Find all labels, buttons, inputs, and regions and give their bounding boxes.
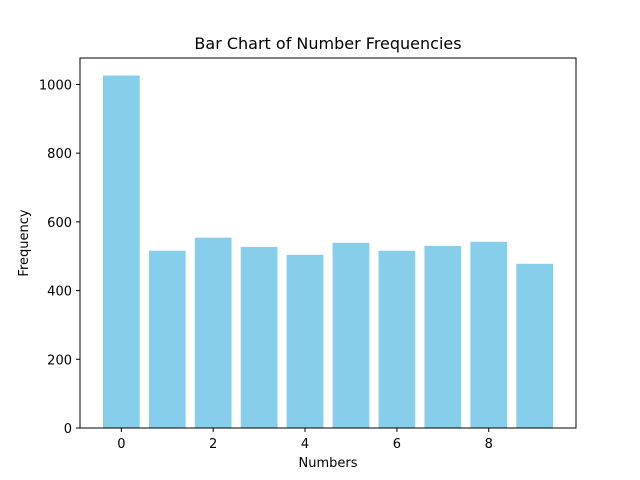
y-tick-label-800: 800: [47, 147, 72, 162]
bar-5: [332, 242, 370, 428]
x-tick-label-4: 4: [301, 437, 309, 452]
plot-area-frame: [79, 57, 577, 429]
y-tick-label-0: 0: [64, 422, 72, 437]
bar-1: [148, 250, 186, 428]
y-tick-label-600: 600: [47, 216, 72, 231]
bar-2: [194, 237, 232, 428]
bar-6: [378, 250, 416, 428]
y-axis-label: Frequency: [17, 209, 32, 276]
x-tick-label-8: 8: [485, 437, 493, 452]
y-axis-ticks: 0 200 400 600 800 1000: [39, 78, 80, 437]
x-axis-label: Numbers: [299, 456, 358, 471]
bar-7: [424, 245, 462, 428]
x-tick-label-2: 2: [209, 437, 217, 452]
x-tick-label-6: 6: [393, 437, 401, 452]
bars-group: [102, 75, 554, 429]
chart-title: Bar Chart of Number Frequencies: [194, 34, 461, 53]
y-tick-label-200: 200: [47, 353, 72, 368]
y-tick-label-1000: 1000: [39, 78, 72, 93]
x-tick-label-0: 0: [117, 437, 125, 452]
y-tick-label-400: 400: [47, 285, 72, 300]
bar-0: [102, 75, 140, 429]
x-axis-ticks: 0 2 4 6 8: [117, 428, 493, 452]
bar-8: [470, 241, 508, 428]
bar-4: [286, 254, 324, 428]
bar-3: [240, 246, 278, 428]
bar-9: [516, 263, 554, 428]
